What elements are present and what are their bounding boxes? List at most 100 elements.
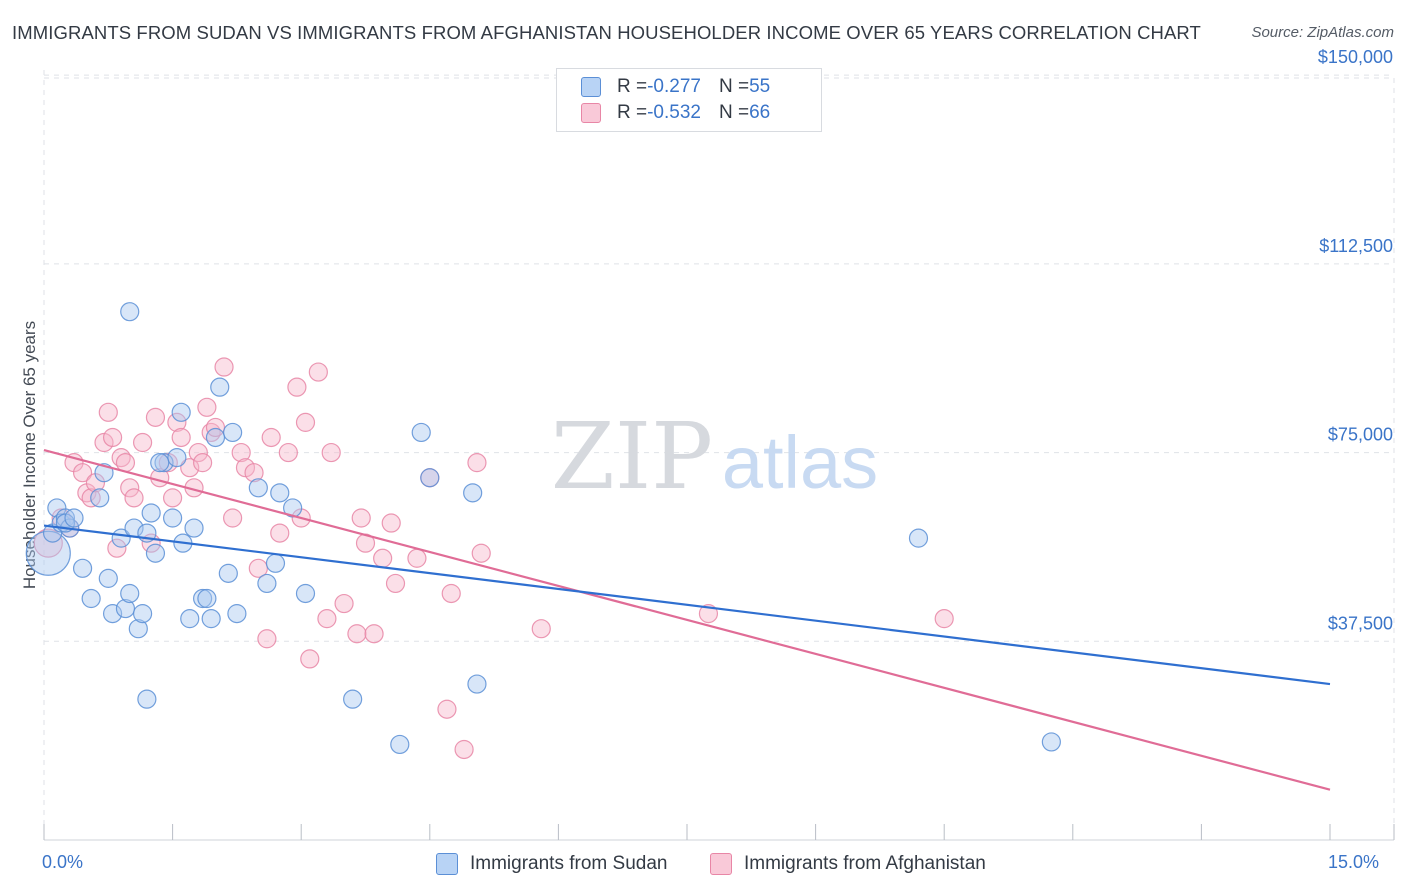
sudan-point [197, 588, 217, 609]
afghanistan-point [437, 699, 457, 719]
sudan-point [167, 448, 187, 468]
sudan-point [223, 422, 243, 443]
afghanistan-point [163, 488, 183, 508]
afghanistan-point [381, 513, 401, 533]
afghanistan-point [300, 649, 320, 669]
sudan-point [205, 427, 226, 448]
sudan-point [420, 468, 440, 488]
sudan-point [120, 302, 140, 322]
sudan-point [171, 402, 191, 422]
y-tick-label: $37,500 [1328, 613, 1393, 633]
sudan-point [257, 573, 277, 594]
afghanistan-point [334, 593, 354, 614]
afghanistan-point [270, 523, 290, 543]
legend-r-value: -0.532 [647, 102, 701, 123]
afghanistan-point [124, 488, 144, 508]
afghanistan-point [308, 362, 328, 382]
sudan-point [218, 563, 238, 583]
legend-n-label: N = [718, 102, 750, 123]
sudan-point [137, 689, 157, 709]
legend-row-sudan: R = -0.277 N = 55 [581, 75, 770, 99]
afghanistan-point [102, 427, 123, 448]
sudan-point [81, 588, 101, 609]
legend-n-label: N = [718, 76, 750, 97]
afghanistan-point [171, 427, 191, 448]
legend-r-label: R = [617, 76, 648, 97]
sudan-point [132, 604, 153, 624]
sudan-point [72, 558, 93, 578]
afghanistan-point [98, 402, 118, 422]
sudan-point [343, 689, 363, 709]
legend-n-value: 55 [749, 76, 771, 97]
sudan-point [64, 508, 84, 528]
afghanistan-legend-label: Immigrants from Afghanistan [744, 853, 986, 874]
legend-row-afghanistan: R = -0.532 N = 66 [581, 101, 770, 125]
afghanistan-point [364, 624, 384, 644]
sudan-legend-swatch [436, 853, 458, 875]
sudan-point [227, 604, 247, 624]
sudan-points [25, 302, 1061, 755]
bottom-legend-afghanistan: Immigrants from Afghanistan [710, 852, 986, 876]
sudan-point [210, 377, 230, 397]
sudan-point [98, 568, 118, 588]
legend-r-value: -0.277 [647, 76, 701, 97]
x-tick-label-max: 15.0% [1328, 852, 1380, 872]
afghanistan-point [471, 543, 491, 563]
afghanistan-point [287, 377, 307, 397]
sudan-point [265, 553, 286, 573]
afghanistan-point [373, 548, 393, 568]
sudan-point [184, 518, 204, 538]
sudan-point [90, 488, 110, 508]
afghanistan-point [407, 548, 427, 568]
sudan-point [467, 674, 487, 694]
afghanistan-point [698, 604, 719, 624]
correlation-legend: R = -0.277 N = 55 R = -0.532 N = 66 [556, 68, 822, 132]
sudan-point [163, 508, 183, 528]
legend-r-label: R = [617, 102, 648, 123]
x-tick-label-min: 0.0% [42, 852, 84, 872]
afghanistan-swatch [581, 103, 601, 123]
afghanistan-point [531, 619, 551, 639]
afghanistan-point [278, 442, 298, 463]
sudan-point [180, 609, 200, 629]
afghanistan-point [107, 538, 127, 558]
afghanistan-point [441, 583, 461, 604]
sudan-point [295, 583, 316, 604]
afghanistan-point [33, 528, 63, 558]
sudan-point [390, 734, 410, 755]
afghanistan-point [188, 442, 208, 463]
sudan-point [283, 498, 303, 518]
bottom-legend-sudan: Immigrants from Sudan [436, 852, 667, 876]
sudan-point [411, 422, 431, 443]
afghanistan-point [321, 442, 341, 463]
afghanistan-point [167, 412, 187, 432]
sudan-point [201, 609, 221, 629]
legend-n-value: 66 [749, 102, 771, 123]
sudan-point [193, 588, 213, 609]
afghanistan-point [454, 739, 474, 760]
y-tick-labels: $37,500 $75,000 $112,500 $150,000 [1318, 47, 1393, 633]
afghanistan-point [197, 397, 217, 417]
sudan-point [141, 503, 161, 523]
afghanistan-point [244, 463, 264, 483]
watermark: ZIP atlas [551, 403, 878, 510]
y-tick-label: $112,500 [1319, 236, 1393, 256]
afghanistan-point [385, 573, 406, 594]
afghanistan-point [120, 478, 140, 498]
grid [43, 70, 1395, 830]
afghanistan-point [180, 458, 200, 478]
afghanistan-point [295, 412, 316, 432]
sudan-point [270, 483, 290, 503]
sudan-point [25, 530, 71, 576]
afghanistan-trend-line [43, 449, 1331, 791]
afghanistan-legend-swatch [710, 853, 732, 875]
sudan-swatch [581, 77, 601, 97]
source-label: Source: ZipAtlas.com [1251, 24, 1394, 41]
afghanistan-points [33, 357, 954, 760]
y-tick-label: $75,000 [1328, 425, 1393, 445]
afghanistan-point [214, 357, 234, 377]
sudan-point [145, 543, 166, 563]
trend-lines [43, 449, 1331, 791]
sudan-point [908, 528, 929, 548]
